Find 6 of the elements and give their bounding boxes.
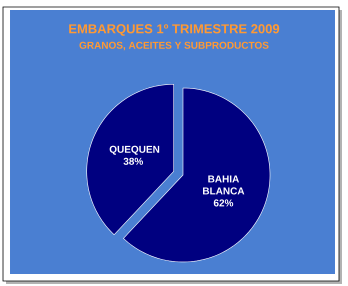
data-label: 38% <box>123 158 143 165</box>
data-label: 62% <box>214 199 234 206</box>
chart-title: EMBARQUES 1º TRIMESTRE 2009 <box>69 24 280 36</box>
slice-label: BAHIA BLANCA <box>203 176 244 194</box>
slice-label: QUEQUEN <box>110 146 160 155</box>
chart-subtitle: GRANOS, ACEITES Y SUBPRODUCTOS <box>79 42 269 50</box>
